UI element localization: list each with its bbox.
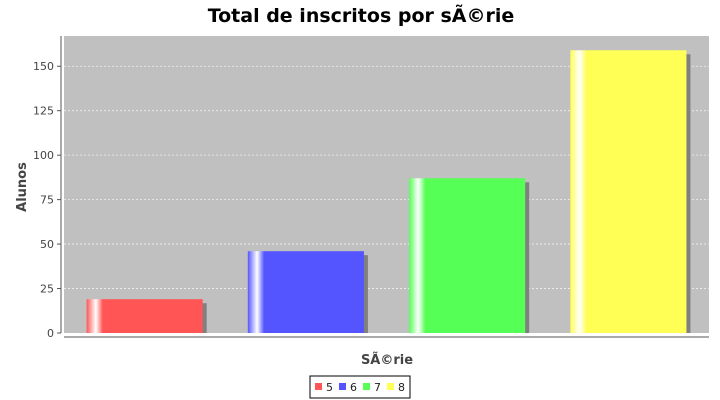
y-axis-title: Alunos <box>15 162 30 212</box>
legend-swatch <box>339 383 346 390</box>
legend-label: 5 <box>326 381 333 394</box>
legend-box <box>309 375 411 399</box>
y-tick-label: 75 <box>40 194 54 207</box>
y-tick-label: 25 <box>40 283 54 296</box>
legend-label: 7 <box>374 381 381 394</box>
bar-7 <box>409 178 526 333</box>
bar-5 <box>86 299 203 333</box>
bar-8 <box>570 50 687 334</box>
x-axis-title: SÃ©rie <box>361 352 413 368</box>
y-tick-label: 125 <box>33 105 54 118</box>
y-ticks: 0 25 50 75 100 125 150 <box>33 60 61 340</box>
bar-6 <box>247 251 364 333</box>
y-tick-label: 150 <box>33 60 54 73</box>
y-tick-label: 0 <box>47 327 54 340</box>
bars <box>86 50 691 334</box>
legend-label: 8 <box>398 381 405 394</box>
chart-title: Total de inscritos por sÃ©rie <box>208 3 515 27</box>
legend-swatch <box>387 383 394 390</box>
legend-swatch <box>363 383 370 390</box>
y-tick-label: 100 <box>33 149 54 162</box>
legend-swatch <box>315 383 322 390</box>
legend: 5 6 7 8 <box>309 375 411 399</box>
y-tick-label: 50 <box>40 238 54 251</box>
legend-label: 6 <box>350 381 357 394</box>
